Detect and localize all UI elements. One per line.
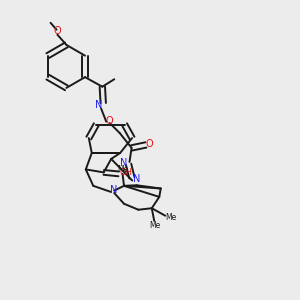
Text: Me: Me <box>117 165 128 174</box>
Text: N: N <box>110 185 118 195</box>
Text: O: O <box>54 26 61 37</box>
Text: Me: Me <box>149 221 160 230</box>
Text: N: N <box>133 174 141 184</box>
Text: OH: OH <box>119 169 132 178</box>
Text: N: N <box>95 100 102 110</box>
Text: Me: Me <box>165 213 176 222</box>
Text: N: N <box>120 158 127 168</box>
Text: O: O <box>145 139 153 149</box>
Text: O: O <box>105 116 113 126</box>
